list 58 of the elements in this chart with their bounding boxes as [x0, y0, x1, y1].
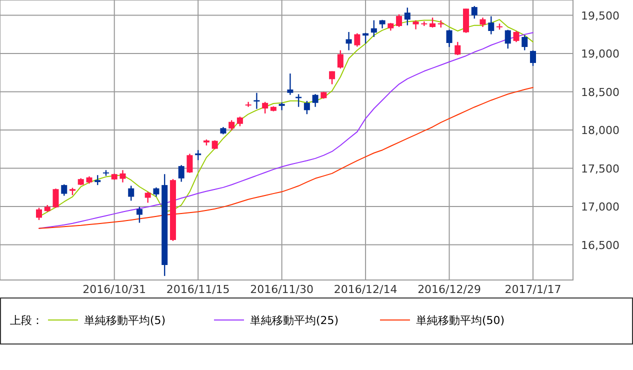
candlestick	[287, 72, 294, 96]
candlestick	[513, 30, 520, 43]
candlestick	[136, 206, 142, 224]
candlestick	[412, 20, 419, 30]
candlestick	[36, 207, 42, 221]
candlestick	[228, 120, 235, 132]
candlestick	[522, 34, 528, 51]
candlestick	[312, 94, 318, 108]
line-series	[38, 87, 534, 229]
candlestick	[480, 16, 486, 28]
candlestick	[304, 100, 310, 115]
candlestick	[421, 20, 428, 27]
candlestick	[404, 7, 410, 26]
y-tick-label: 16,500	[581, 238, 620, 252]
candlestick	[262, 101, 268, 114]
candlestick	[346, 31, 352, 51]
candlestick	[245, 101, 252, 108]
candlestick	[128, 185, 134, 202]
candlestick	[186, 153, 193, 174]
candlestick	[354, 32, 360, 48]
candlestick	[61, 184, 68, 196]
candlestick	[530, 50, 536, 67]
candlestick	[195, 150, 202, 161]
candlestick	[471, 5, 478, 20]
x-tick-label: 2016/11/15	[166, 283, 230, 296]
candlestick	[236, 116, 243, 127]
y-tick-label: 18,500	[581, 86, 620, 99]
x-tick-label: 2016/10/31	[82, 283, 146, 296]
y-tick-label: 19,000	[581, 48, 620, 61]
candlestick	[396, 14, 402, 28]
candlestick	[488, 16, 494, 35]
candlestick	[504, 29, 511, 50]
candlestick	[430, 16, 436, 28]
candlestick	[454, 41, 461, 56]
x-tick-label: 2016/12/29	[418, 283, 481, 296]
candlestick	[446, 29, 452, 48]
candlestick	[178, 164, 184, 182]
y-tick-label: 17,500	[581, 162, 620, 176]
candlestick	[463, 8, 470, 34]
candlestick	[153, 186, 160, 198]
candlestick	[254, 92, 260, 110]
legend-title: 上段：	[10, 314, 43, 327]
candlestick	[144, 191, 151, 204]
candlestick	[52, 188, 59, 208]
legend-label: 単純移動平均(5)	[84, 314, 166, 327]
x-tick-label: 2016/11/30	[250, 283, 314, 296]
candlestick	[120, 170, 126, 183]
candlestick	[337, 50, 344, 70]
y-tick-label: 18,000	[581, 124, 620, 138]
candlestick	[94, 174, 101, 186]
x-tick-label: 2016/12/14	[334, 283, 398, 296]
candlestick	[370, 20, 377, 38]
y-tick-label: 17,000	[581, 200, 620, 214]
y-tick-label: 19,500	[581, 9, 620, 22]
x-tick-label: 2017/1/17	[504, 283, 562, 296]
legend-label: 単純移動平均(25)	[250, 314, 339, 327]
legend-label: 単純移動平均(50)	[416, 314, 505, 327]
candlestick	[329, 70, 336, 85]
